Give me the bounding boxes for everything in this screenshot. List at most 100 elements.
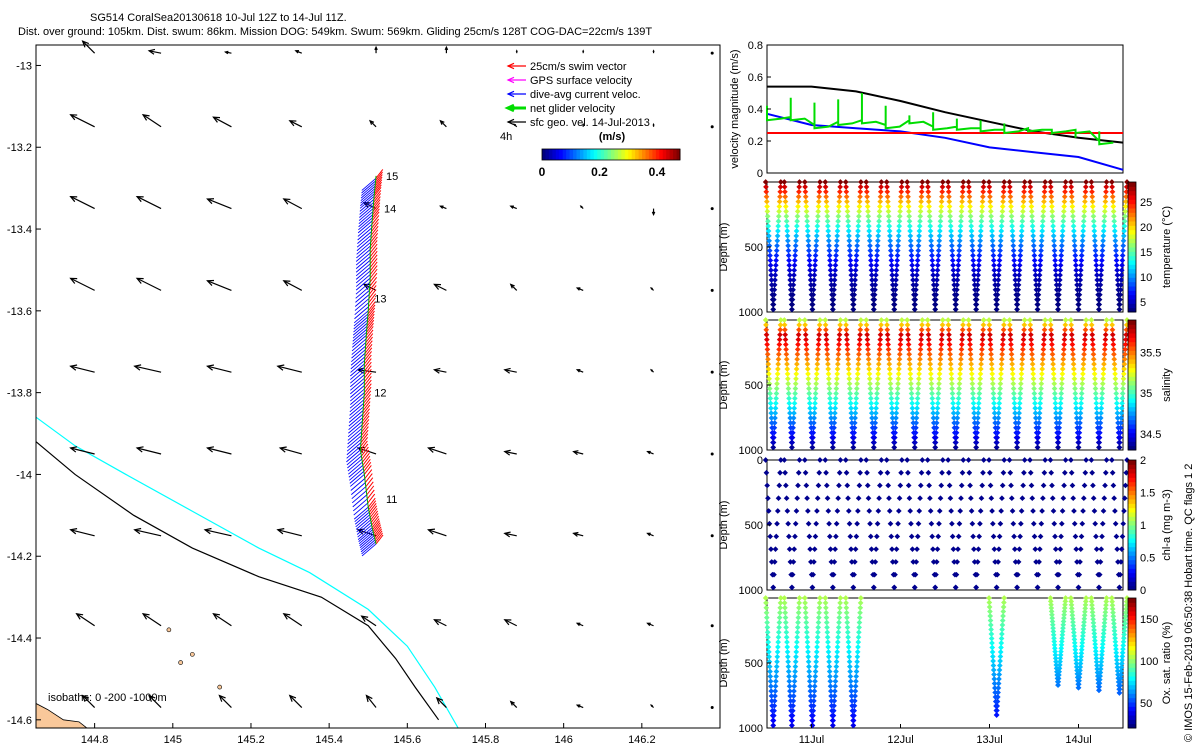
- dac-vector: [359, 535, 375, 549]
- data-point: [1079, 643, 1085, 650]
- data-point: [889, 420, 896, 426]
- data-point: [973, 306, 979, 313]
- data-point: [1028, 341, 1035, 348]
- data-point: [781, 595, 788, 601]
- data-point: [803, 203, 810, 210]
- data-point: [1098, 405, 1105, 412]
- colorbar-cell: [1128, 602, 1136, 608]
- data-point: [912, 291, 919, 298]
- swim-vector: [372, 202, 381, 212]
- data-point: [945, 322, 952, 328]
- geo-vector-head: [282, 612, 291, 620]
- data-point: [1009, 356, 1015, 363]
- data-point: [793, 237, 799, 244]
- colorbar-cell: [1128, 577, 1136, 582]
- data-point: [999, 356, 1005, 363]
- data-point: [1027, 469, 1034, 476]
- colorbar-cell: [1128, 363, 1136, 369]
- data-point: [832, 405, 839, 412]
- data-point: [988, 626, 994, 633]
- data-point: [1053, 665, 1060, 672]
- data-point: [855, 508, 861, 514]
- data-point: [1051, 642, 1058, 648]
- data-point: [775, 351, 782, 358]
- data-point: [938, 482, 945, 489]
- data-point: [925, 188, 932, 195]
- data-point: [960, 317, 967, 323]
- data-point: [884, 184, 890, 190]
- colorbar-cell: [1128, 538, 1136, 543]
- data-point: [1073, 546, 1080, 553]
- data-point: [884, 322, 890, 328]
- colorbar-cell: [1128, 281, 1136, 287]
- swim-vector: [364, 469, 373, 479]
- data-point: [974, 429, 980, 436]
- data-point: [1068, 193, 1075, 200]
- data-point: [1090, 623, 1097, 630]
- data-point: [763, 609, 770, 616]
- colorbar-cell: [1128, 555, 1136, 561]
- data-point: [904, 317, 911, 323]
- data-point: [1118, 420, 1124, 426]
- dac-vector: [347, 458, 363, 472]
- geo-vector: [70, 365, 95, 373]
- data-point: [926, 203, 932, 210]
- data-point: [825, 649, 832, 655]
- data-point: [991, 405, 998, 412]
- data-point: [762, 179, 769, 185]
- swim-vector: [366, 323, 374, 333]
- data-point: [765, 634, 771, 641]
- data-point: [1036, 282, 1042, 288]
- data-point: [887, 233, 893, 239]
- data-point: [808, 698, 814, 704]
- data-point: [851, 420, 858, 426]
- data-point: [766, 247, 773, 254]
- data-point: [1094, 415, 1101, 421]
- data-point: [812, 533, 819, 540]
- data-point: [796, 457, 803, 463]
- data-point: [956, 375, 963, 382]
- data-point: [863, 184, 870, 190]
- data-point: [929, 390, 935, 397]
- colorbar-tick-label: 1.5: [1140, 488, 1155, 500]
- data-point: [1082, 331, 1089, 338]
- colorbar-cell: [659, 149, 664, 160]
- data-point: [957, 371, 963, 377]
- data-point: [956, 247, 962, 254]
- swim-vector: [360, 440, 368, 451]
- data-point: [987, 346, 994, 353]
- velocity-ylabel: velocity magnitude (m/s): [729, 49, 741, 168]
- colorbar-frame: [541, 148, 681, 161]
- data-point: [1092, 648, 1099, 655]
- data-point: [1029, 495, 1036, 502]
- data-point: [1111, 213, 1117, 220]
- data-point: [1047, 317, 1054, 323]
- data-point: [1018, 375, 1024, 382]
- data-point: [1009, 508, 1016, 514]
- data-point: [1056, 282, 1063, 288]
- dac-vector: [349, 399, 365, 413]
- colorbar-tick-label: 34.5: [1140, 429, 1161, 441]
- data-point: [891, 444, 898, 451]
- data-point: [786, 546, 793, 553]
- data-point: [1082, 605, 1089, 612]
- data-point: [843, 469, 850, 476]
- data-point: [1020, 341, 1027, 348]
- data-point: [993, 712, 1000, 718]
- geo-vector-head: [646, 532, 651, 537]
- data-point: [1047, 322, 1054, 328]
- colorbar-title: (m/s): [599, 131, 626, 143]
- data-point: [895, 375, 902, 382]
- colorbar-cell: [548, 149, 553, 160]
- geo-vector-head: [575, 287, 581, 291]
- data-point: [768, 688, 775, 694]
- data-point: [1093, 395, 1099, 402]
- data-point: [1055, 571, 1062, 578]
- data-point: [856, 341, 863, 348]
- data-point: [980, 322, 987, 328]
- data-point: [850, 444, 857, 451]
- data-point: [1011, 395, 1018, 402]
- data-point: [866, 371, 873, 377]
- velocity-ytick-label: 0.8: [748, 40, 763, 52]
- data-point: [988, 223, 995, 229]
